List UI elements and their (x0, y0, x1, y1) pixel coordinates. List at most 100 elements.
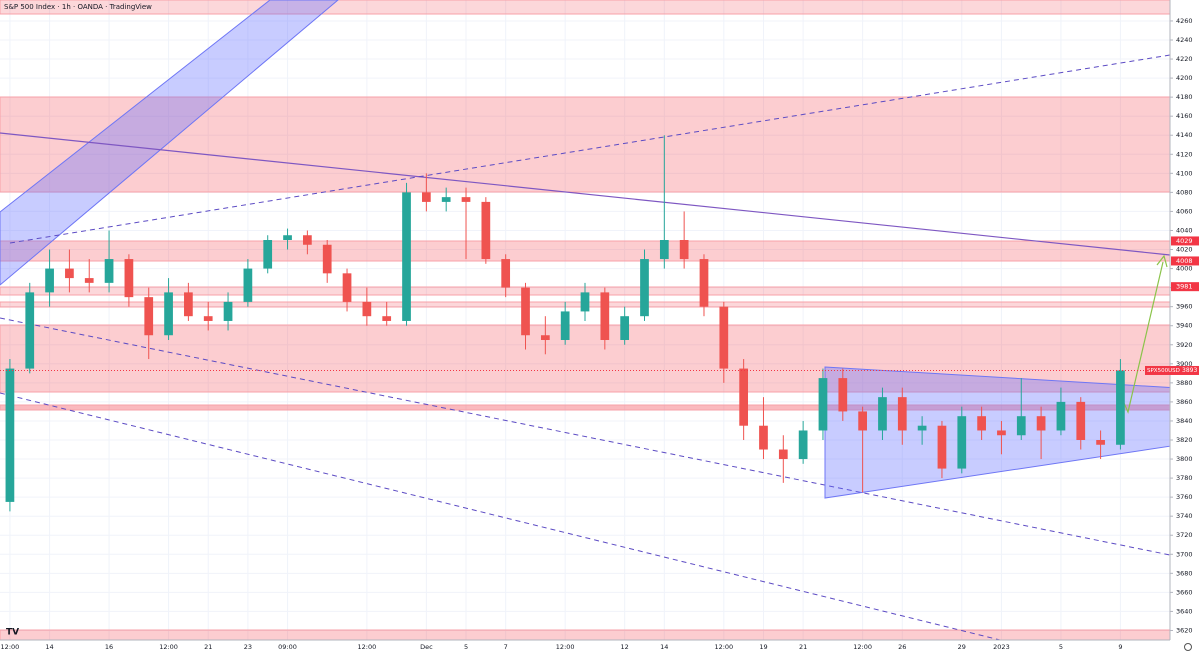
candle-body (45, 268, 54, 293)
candle-body (818, 378, 828, 431)
x-tick-label: 16 (105, 643, 113, 651)
candle-body (878, 397, 887, 431)
trend-line (0, 392, 1001, 641)
candle-body (838, 378, 848, 412)
channel (0, 0, 339, 286)
candle-body (560, 311, 570, 340)
x-tick-label: 12:00 (556, 643, 575, 651)
candle-body (184, 292, 193, 317)
candle-body (679, 240, 689, 260)
y-tick-label: 4120 (1176, 150, 1193, 158)
candle-body (699, 259, 709, 307)
candle-body (917, 425, 927, 431)
y-tick-label: 3960 (1176, 303, 1193, 311)
candle-body (1036, 416, 1046, 431)
candle-body (620, 316, 630, 340)
candle-body (481, 201, 491, 260)
candle-body (1096, 440, 1105, 445)
level-label: 4008 (1176, 257, 1193, 265)
level-label: 3981 (1176, 283, 1193, 291)
labels: 3620 3640 3660 3680 3700 3720 3740 3760 3780 3800… (1, 17, 1199, 651)
y-tick-label: 3820 (1176, 436, 1193, 444)
level-label: 4029 (1176, 237, 1193, 245)
candle-body (501, 259, 511, 288)
level-label-bg (1171, 282, 1199, 292)
y-tick-label: 3720 (1176, 531, 1193, 539)
y-tick-label: 3860 (1176, 398, 1193, 406)
candle-body (977, 416, 986, 431)
x-tick-label: 12:00 (357, 643, 376, 651)
candle-body (203, 316, 213, 321)
candle-body (1076, 401, 1086, 440)
x-tick-label: 12:00 (853, 643, 872, 651)
zone (0, 0, 1171, 15)
y-tick-label: 3760 (1176, 493, 1193, 501)
candle-body (5, 368, 15, 502)
candle-body (223, 301, 233, 321)
price-axis (1170, 0, 1200, 654)
candle-body (719, 306, 729, 369)
y-tick-label: 4200 (1176, 74, 1193, 82)
y-tick-label: 3620 (1176, 626, 1193, 634)
candle-body (104, 259, 114, 283)
grid (0, 0, 1170, 640)
candle-body (1016, 416, 1026, 436)
x-tick-label: 09:00 (278, 643, 297, 651)
y-tick-label: 3940 (1176, 322, 1193, 330)
x-tick-label: 12:00 (714, 643, 733, 651)
candles (0, 135, 1170, 512)
y-tick-label: 4240 (1176, 36, 1193, 44)
candle-body (640, 259, 649, 317)
candle-body (402, 192, 411, 321)
y-tick-label: 4180 (1176, 93, 1193, 101)
candle-body (540, 335, 550, 340)
y-tick-label: 4020 (1176, 246, 1193, 254)
y-tick-label: 4040 (1176, 226, 1193, 234)
x-tick-label: 5 (1059, 643, 1063, 651)
drawings (0, 0, 1179, 641)
symbol-label: SPX500USD (1147, 368, 1180, 374)
y-tick-label: 3680 (1176, 569, 1193, 577)
x-tick-label: 12 (621, 643, 629, 651)
y-tick-label: 3780 (1176, 474, 1193, 482)
x-tick-label: 29 (958, 643, 966, 651)
y-tick-label: 4100 (1176, 169, 1193, 177)
x-tick-label: 2023 (993, 643, 1010, 651)
candle-body (421, 192, 431, 202)
x-tick-label: 7 (504, 643, 508, 651)
candle-body (600, 292, 610, 340)
level-label-bg (1171, 236, 1199, 246)
candle-body (441, 197, 451, 202)
y-tick-label: 3700 (1176, 550, 1193, 558)
settings-icon[interactable] (1184, 643, 1192, 651)
x-tick-label: 5 (464, 643, 468, 651)
trend-line (0, 132, 1171, 256)
candle-body (65, 268, 74, 279)
y-tick-label: 3640 (1176, 607, 1193, 615)
x-tick-label: 23 (244, 643, 252, 651)
y-tick-label: 4260 (1176, 17, 1193, 25)
candle-body (243, 268, 253, 302)
candle-body (1056, 401, 1066, 431)
candle-body (759, 425, 768, 450)
x-tick-label: 21 (799, 643, 807, 651)
candle-body (322, 244, 332, 274)
candle-body (164, 292, 173, 336)
candle-body (858, 411, 867, 431)
zone (0, 324, 1171, 393)
y-tick-label: 3920 (1176, 341, 1193, 349)
x-tick-label: 21 (204, 643, 212, 651)
candle-body (342, 273, 352, 302)
level-label-bg (1171, 256, 1199, 266)
y-tick-label: 3880 (1176, 379, 1193, 387)
time-axis (0, 640, 1200, 654)
candle-body (798, 430, 808, 460)
candle-body (778, 449, 788, 460)
candle-body (659, 240, 669, 260)
candle-body (25, 292, 35, 369)
candle-body (937, 425, 947, 469)
y-tick-label: 3660 (1176, 588, 1193, 596)
x-tick-label: 12:00 (1, 643, 20, 651)
candle-body (382, 316, 392, 321)
